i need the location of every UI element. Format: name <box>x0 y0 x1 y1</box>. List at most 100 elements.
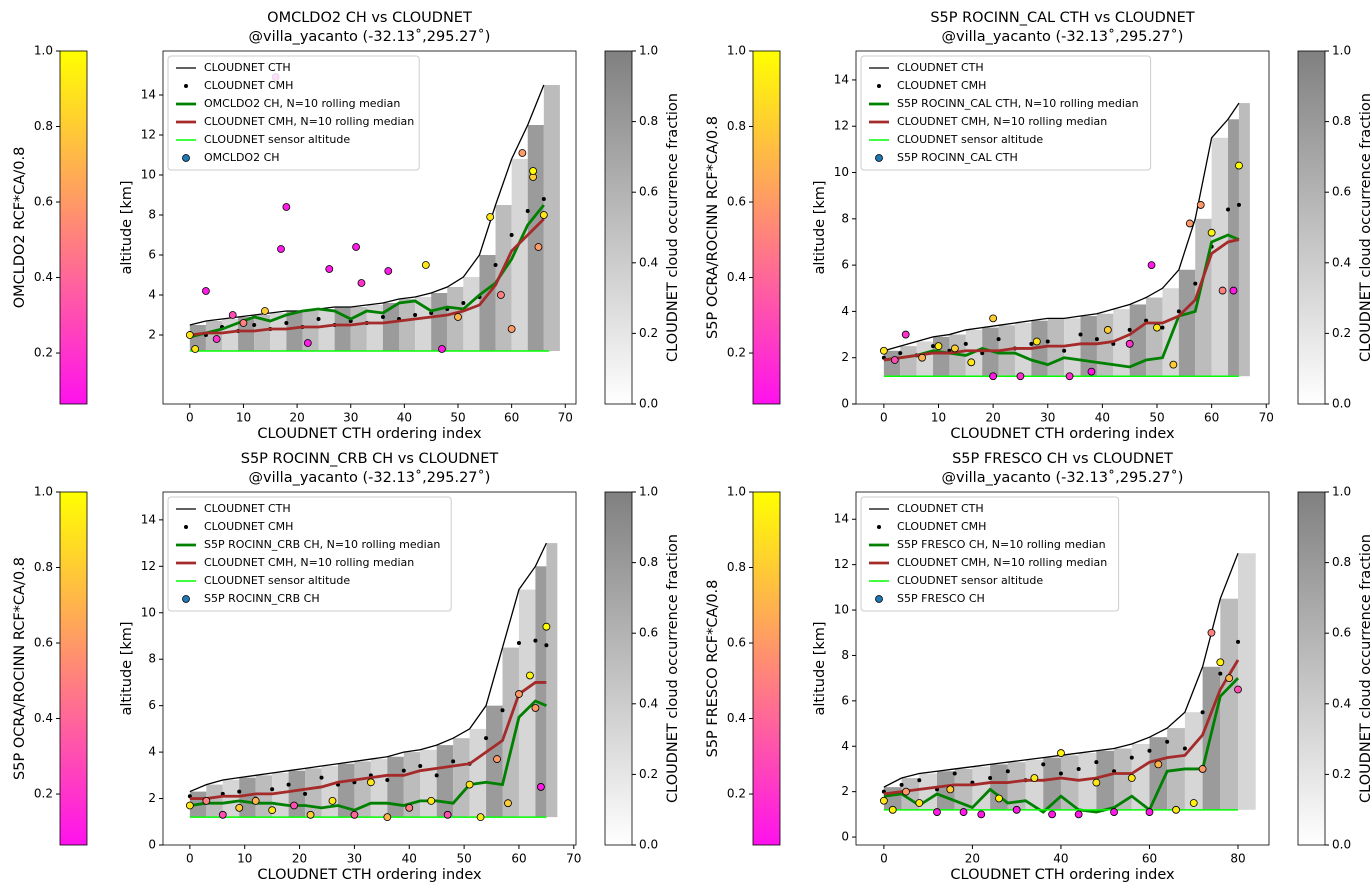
cmh-dot <box>509 233 514 237</box>
series-line <box>883 677 1240 814</box>
occurrence-column <box>1114 748 1132 810</box>
x-tick-label: 40 <box>1053 852 1068 866</box>
scatter-point <box>959 808 968 816</box>
legend-swatch <box>877 525 881 529</box>
scatter-point <box>427 796 436 805</box>
legend <box>167 496 452 612</box>
cmh-dot <box>1078 332 1083 337</box>
occurrence-column <box>919 773 938 810</box>
x-tick-label: 50 <box>456 852 471 866</box>
occurrence-column <box>1228 119 1239 377</box>
x-tick-label: 20 <box>289 411 304 425</box>
scatter-point <box>977 810 986 819</box>
colorbar-tick-label: 1.0 <box>1332 44 1351 58</box>
scatter-point <box>888 805 897 814</box>
colorbar-label: CLOUDNET cloud occurrence fraction <box>1358 93 1370 362</box>
x-tick-label: 0 <box>880 411 888 425</box>
scatter-point <box>239 319 248 327</box>
legend-label: CLOUDNET sensor altitude <box>897 133 1043 146</box>
scatter-point <box>228 311 237 319</box>
scatter-point <box>1234 685 1242 694</box>
scatter-point <box>366 778 375 787</box>
occurrence-column <box>933 336 950 377</box>
scatter-point <box>202 796 211 805</box>
occurrence-column <box>431 293 448 351</box>
y-tick-label: 10 <box>141 168 156 182</box>
cmh-dot <box>988 776 993 781</box>
scatter-point <box>1218 286 1227 295</box>
scatter-point <box>518 149 527 157</box>
colorbar-tick-label: 0.8 <box>639 555 658 569</box>
colorbar-left <box>752 50 781 405</box>
series-line <box>189 681 547 800</box>
occurrence-column <box>1184 712 1203 810</box>
scatter-point <box>261 307 269 315</box>
colorbar-tick-label: 0.2 <box>639 767 658 781</box>
occurrence-column <box>1178 269 1196 377</box>
cmh-dot <box>1076 766 1081 771</box>
scatter-point <box>1196 201 1205 209</box>
cmh-dot <box>1165 739 1170 744</box>
scatter-point <box>1229 286 1238 295</box>
colorbar-tick-label: 0.4 <box>34 711 53 725</box>
y-axis-label: altitude [km] <box>812 621 828 715</box>
occurrence-column <box>1162 288 1179 377</box>
y-tick-label: 0 <box>841 397 849 411</box>
x-tick-label: 60 <box>1204 411 1219 425</box>
colorbar-right <box>604 491 633 846</box>
scatter-point <box>526 671 534 680</box>
occurrence-column <box>1060 755 1079 810</box>
cmh-dot <box>461 301 466 305</box>
occurrence-column <box>420 749 437 818</box>
occurrence-column <box>255 775 273 818</box>
scatter-point <box>536 783 545 791</box>
cmh-dot <box>270 787 275 792</box>
y-tick-label: 0 <box>841 830 849 844</box>
y-tick-label: 4 <box>148 288 156 302</box>
scatter-point <box>1145 808 1154 816</box>
y-tick-label: 6 <box>148 698 156 712</box>
scatter-point <box>1032 337 1041 346</box>
scatter-point <box>1048 810 1056 819</box>
cmh-dot <box>898 351 903 356</box>
occurrence-column <box>305 768 322 818</box>
occurrence-column <box>1220 598 1239 810</box>
occurrence-column <box>495 205 512 351</box>
colorbar-tick-label: 0.8 <box>727 119 746 133</box>
colorbar-label: CLOUDNET cloud occurrence fraction <box>665 93 681 362</box>
colorbar-tick-label: 0.8 <box>1332 555 1351 569</box>
legend-label: CLOUDNET CMH <box>204 79 293 92</box>
colorbar-label: S5P OCRA/ROCINN RCF*CA/0.8 <box>12 557 28 780</box>
occurrence-column <box>511 159 528 351</box>
legend <box>860 55 1152 171</box>
chart-subtitle: @villa_yacanto (-32.13˚,295.27˚) <box>249 469 491 486</box>
scatter-point <box>1147 261 1156 270</box>
cmh-dot <box>237 789 242 794</box>
colorbar-label: OMCLDO2 RCF*CA/0.8 <box>12 147 28 309</box>
x-tick-label: 40 <box>397 411 412 425</box>
colorbar-right <box>1297 50 1326 405</box>
axes-frame <box>162 491 577 846</box>
cmh-dot <box>996 337 1001 342</box>
x-tick-label: 20 <box>985 411 1000 425</box>
scatter-point <box>950 344 959 353</box>
cmh-dot <box>1029 341 1034 346</box>
legend-label: CLOUDNET sensor altitude <box>204 574 350 587</box>
cmh-dot <box>1160 325 1165 330</box>
occurrence-column <box>366 305 383 351</box>
scatter-point <box>1125 339 1134 348</box>
y-tick-label: 8 <box>148 208 156 222</box>
y-tick-label: 12 <box>141 559 156 573</box>
scatter-point <box>383 813 392 822</box>
scatter-point <box>218 810 227 819</box>
legend-label: S5P ROCINN_CRB CH <box>204 592 320 605</box>
y-axis-label: altitude [km] <box>812 180 828 274</box>
legend-label: S5P ROCINN_CRB CH, N=10 rolling median <box>204 538 440 551</box>
colorbar-tick-label: 0.2 <box>34 787 53 801</box>
legend <box>860 496 1120 612</box>
scatter-point <box>268 806 277 815</box>
legend-swatch <box>875 595 883 603</box>
y-tick-label: 12 <box>834 119 849 133</box>
